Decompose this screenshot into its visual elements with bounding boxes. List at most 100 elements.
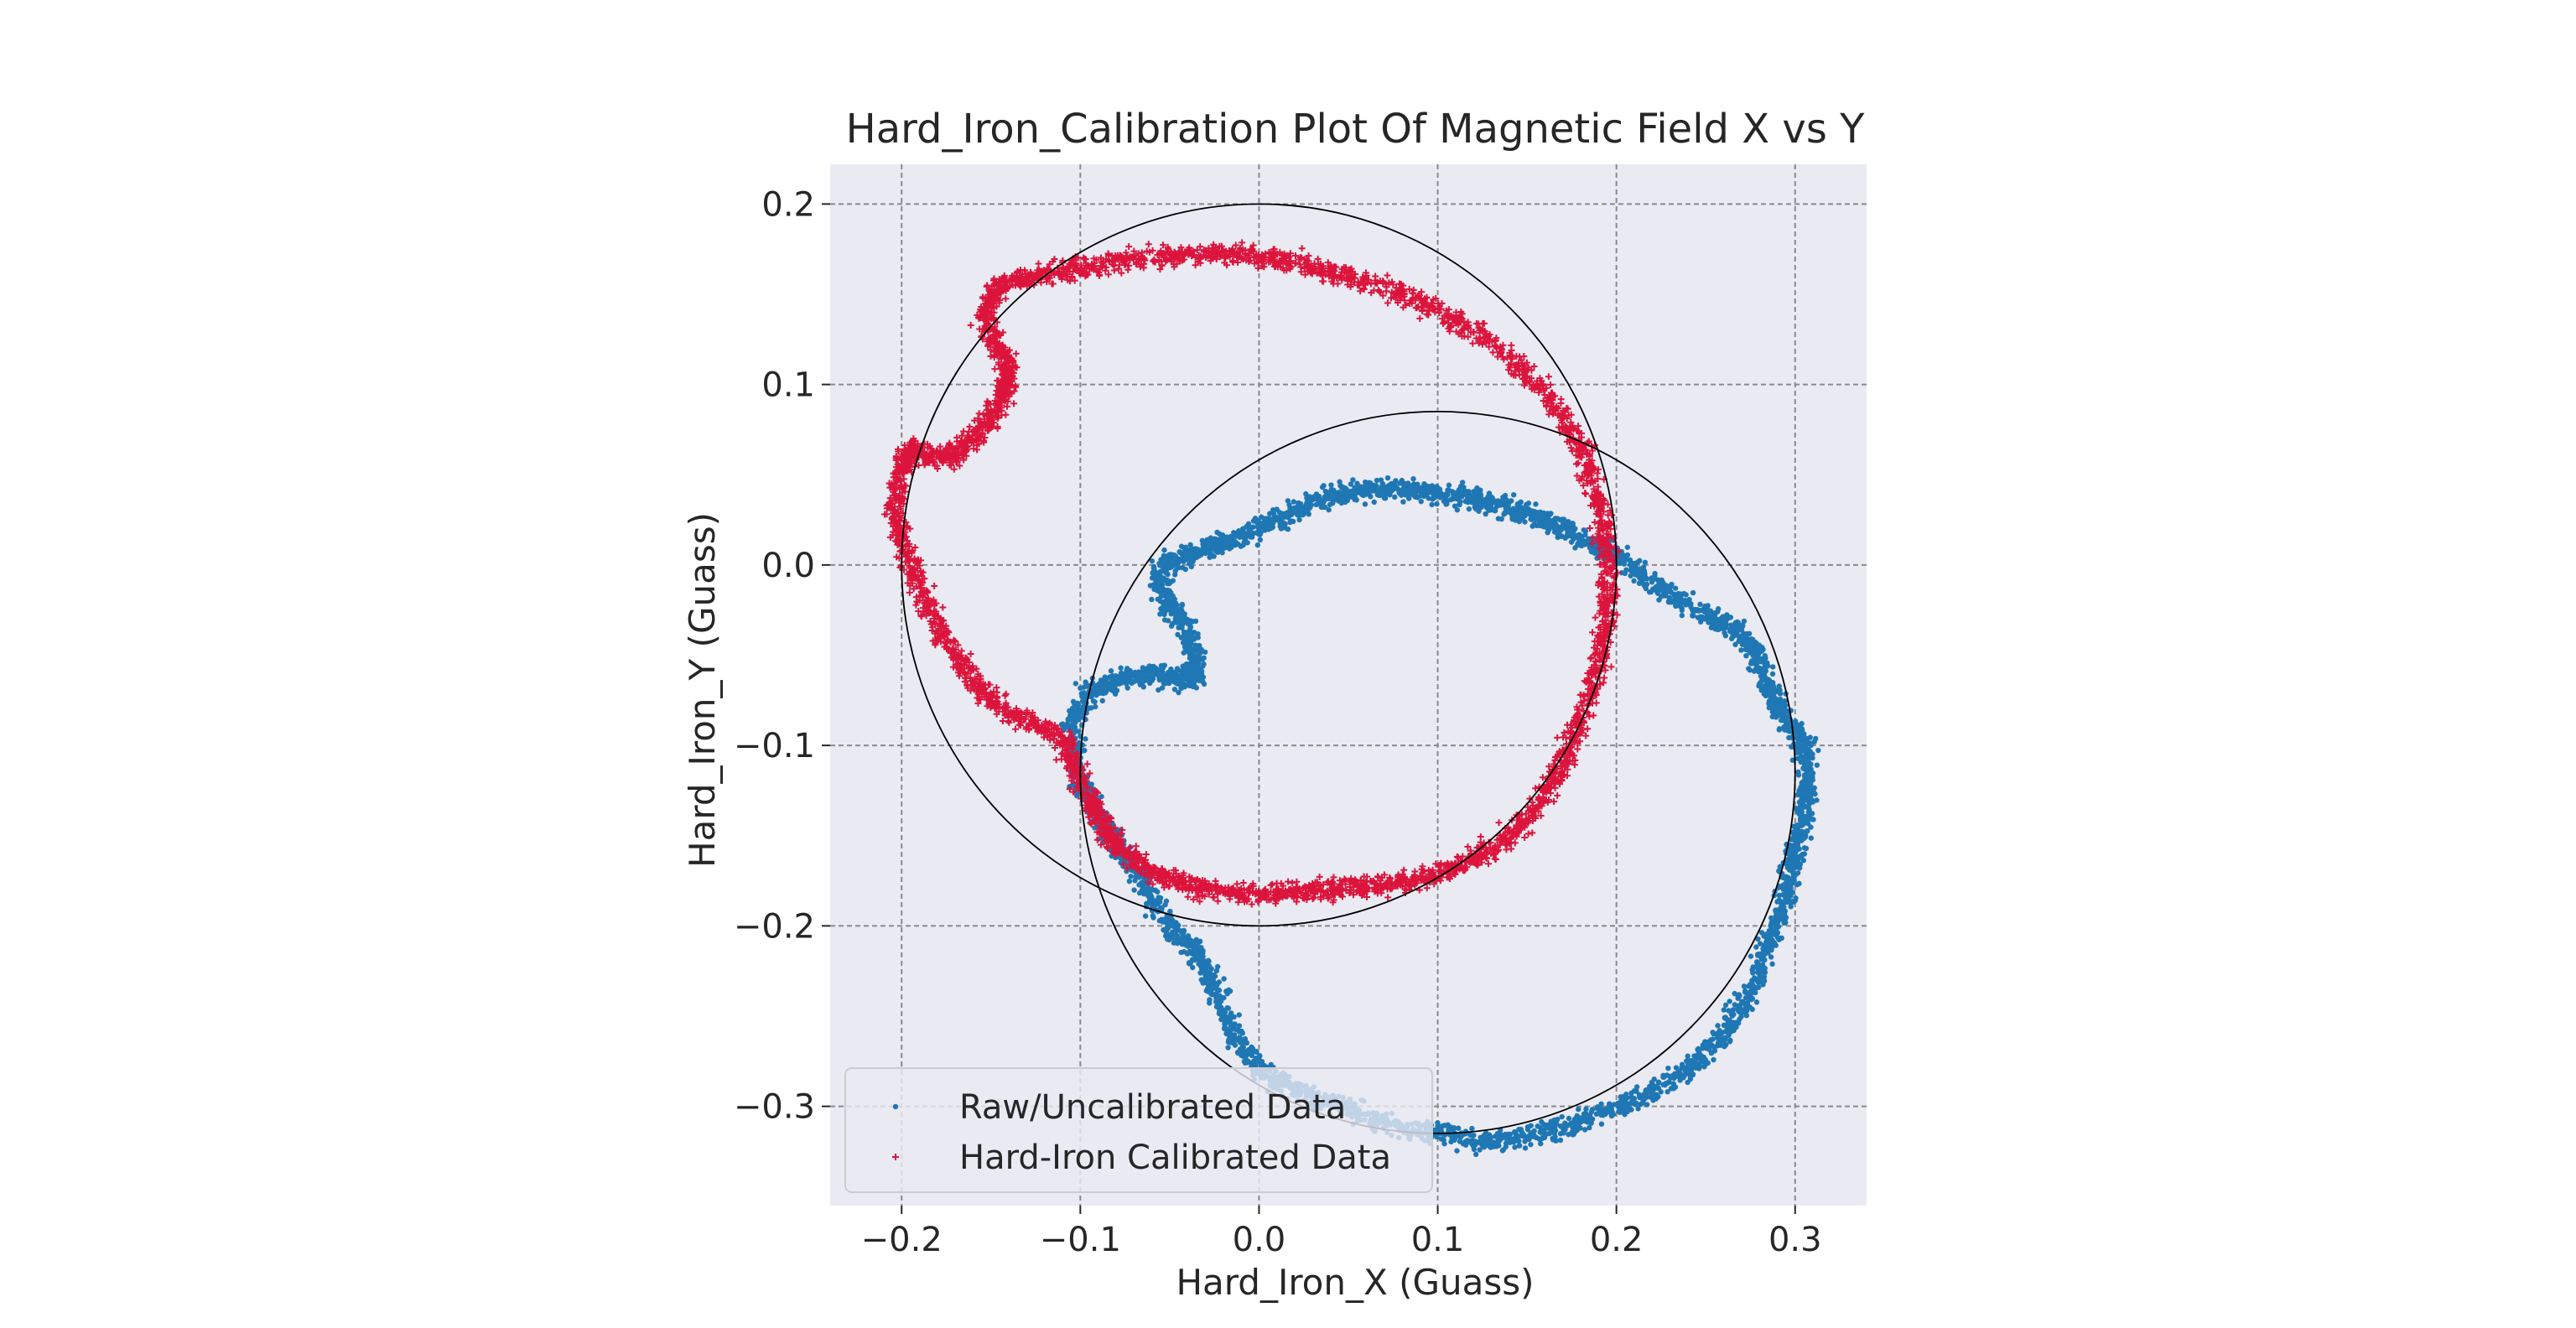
data-point [1790,899,1797,905]
data-point [1801,845,1808,851]
data-point [1192,947,1198,954]
data-point [1165,914,1171,920]
data-point [1810,786,1816,791]
data-point [1070,698,1077,705]
data-point [1441,498,1447,504]
data-point [1784,899,1790,905]
y-tick-label: 0.1 [761,366,815,405]
data-point [1185,646,1191,653]
data-point [1454,1148,1460,1154]
data-point [1667,1073,1674,1080]
data-point [1079,693,1085,699]
data-point [1176,689,1182,696]
data-point [1206,973,1212,980]
data-point [1489,496,1496,502]
data-point [1744,999,1751,1006]
data-point [1254,542,1261,548]
data-point [1523,501,1530,508]
x-tick-label: 0.2 [1590,1221,1644,1259]
data-point [1535,516,1540,521]
data-point [1488,504,1494,511]
data-point [1165,594,1171,601]
data-point [1205,957,1212,964]
data-point [1755,984,1762,990]
data-point [1581,1111,1587,1117]
data-point [1776,683,1782,689]
data-point [1222,1021,1228,1027]
data-point [1443,490,1450,497]
data-point [1166,602,1172,608]
data-point [1327,490,1334,496]
data-point [1200,961,1206,967]
data-point [1510,491,1517,498]
data-point [1445,1123,1451,1128]
data-point [1649,578,1655,584]
data-point [1182,661,1189,668]
data-point [1748,636,1754,642]
data-point [1104,677,1109,682]
data-point [1533,501,1539,507]
data-point [1752,975,1758,981]
data-point [1598,1121,1605,1127]
data-point [1794,808,1800,815]
data-point [1227,1030,1233,1036]
data-point [1465,490,1471,496]
data-point [1769,671,1776,677]
data-point [1164,676,1171,682]
data-point [1371,499,1377,506]
data-point [1457,501,1462,508]
data-point [1783,714,1789,720]
data-point [1192,656,1199,663]
data-point [1140,684,1146,690]
data-point [1255,518,1261,524]
data-point [1722,620,1729,626]
data-point [1365,481,1371,487]
data-point [1259,1059,1265,1065]
data-point [1672,597,1678,603]
data-point [1161,557,1167,563]
data-point [1780,874,1786,881]
plot-area: −0.2 −0.1 0.0 0.1 0.2 0.3−0.3−0.2−0.10.00.10.… [734,164,1867,1259]
data-point [1754,646,1760,652]
data-point [1815,747,1821,754]
data-point [1434,1133,1440,1140]
data-point [1190,964,1196,971]
data-point [1067,716,1073,723]
series-raw [1057,475,1821,1158]
data-point [1624,544,1631,550]
data-point [1525,511,1532,516]
data-point [1788,859,1794,865]
data-point [1808,835,1815,841]
data-point [1296,516,1302,523]
data-point [1352,485,1358,490]
data-point [1690,1071,1696,1078]
data-point [1411,483,1418,489]
data-point [1519,1132,1526,1138]
data-point [1551,1130,1557,1136]
data-point [1193,942,1199,948]
data-point [1175,676,1181,682]
data-point [1528,1141,1534,1148]
data-point [1392,494,1398,501]
data-point [1805,817,1810,823]
data-point [1434,501,1440,507]
data-point [1654,1084,1659,1090]
data-point [1198,668,1205,674]
data-point [1685,601,1691,607]
data-point [1786,734,1792,741]
data-point [1166,588,1173,594]
data-point [1182,566,1189,573]
data-point [1741,983,1748,989]
data-point [1200,947,1206,954]
data-point [1228,1021,1233,1027]
data-point [1168,931,1175,937]
data-point [1541,1122,1547,1128]
data-point [1249,1049,1255,1055]
data-point [1213,967,1220,974]
data-point [1539,1135,1545,1142]
data-point [1124,685,1130,691]
data-point [1512,512,1518,519]
data-point [1451,491,1457,497]
data-point [1729,1012,1735,1019]
x-tick-label: 0.3 [1768,1221,1822,1259]
